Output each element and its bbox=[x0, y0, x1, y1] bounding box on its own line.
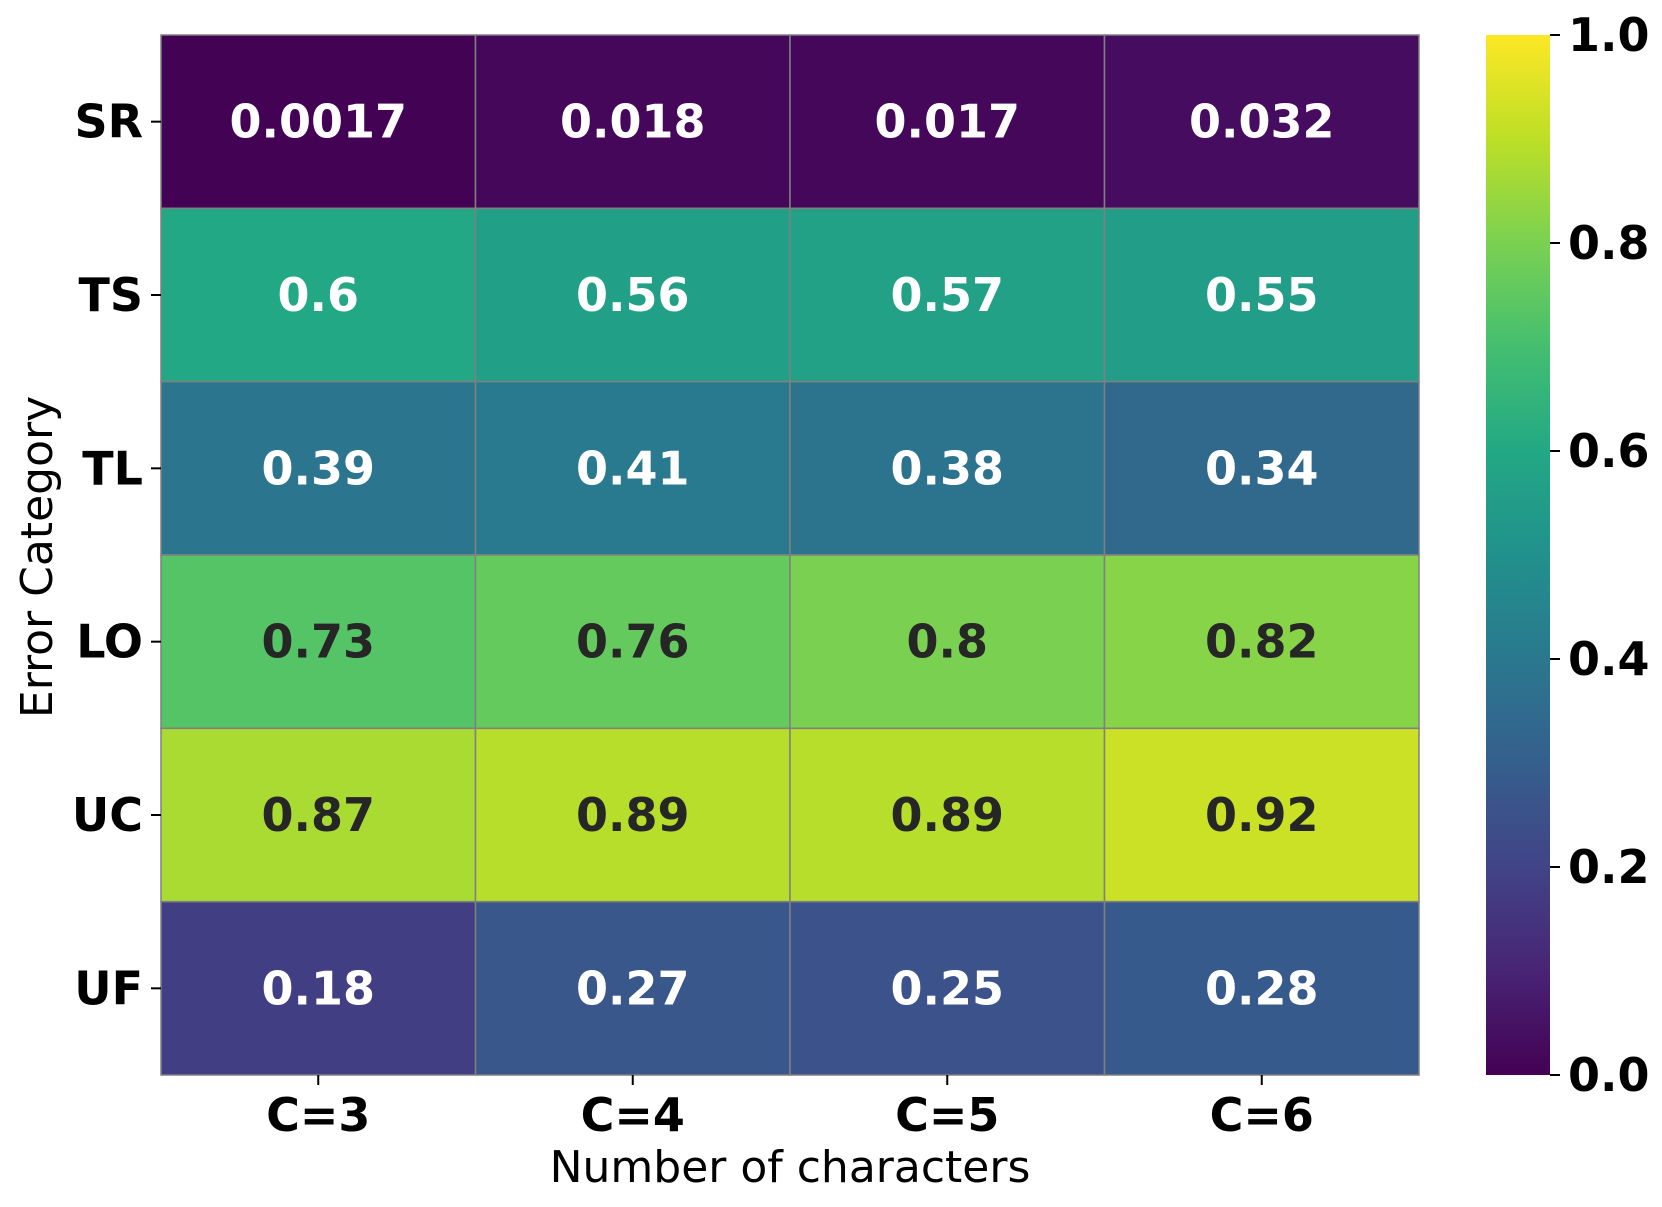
x-tick-label: C=6 bbox=[1210, 1088, 1314, 1142]
heatmap-cell bbox=[1103, 34, 1420, 210]
heatmap-cell bbox=[160, 34, 477, 210]
cell-value-label: 0.18 bbox=[262, 961, 376, 1015]
cell-value-label: 0.56 bbox=[576, 268, 690, 322]
heatmap-cell bbox=[1103, 554, 1420, 730]
y-tick-label: LO bbox=[76, 615, 143, 669]
colorbar-tick-label: 0.6 bbox=[1568, 424, 1650, 478]
heatmap-cell bbox=[474, 207, 791, 383]
cell-value-label: 0.89 bbox=[576, 788, 690, 842]
heatmap-cell bbox=[1103, 727, 1420, 903]
heatmap-cell bbox=[474, 727, 791, 903]
x-tick-label: C=3 bbox=[266, 1088, 370, 1142]
cell-value-label: 0.76 bbox=[576, 615, 690, 669]
heatmap-cell bbox=[1103, 380, 1420, 556]
cell-value-label: 0.0017 bbox=[229, 95, 407, 149]
colorbar: 0.0 0.2 0.4 0.6 0.8 1.0 bbox=[1486, 8, 1650, 1102]
cell-value-label: 0.89 bbox=[891, 788, 1005, 842]
cell-value-label: 0.032 bbox=[1189, 95, 1335, 149]
heatmap-cell bbox=[789, 554, 1106, 730]
cell-value-label: 0.57 bbox=[891, 268, 1005, 322]
cell-value-label: 0.8 bbox=[907, 615, 989, 669]
colorbar-tick-label: 0.4 bbox=[1568, 632, 1650, 686]
heatmap-annotations: 0.0017 0.018 0.017 0.032 0.6 0.56 0.57 0.55 0.39… bbox=[229, 95, 1334, 1016]
cell-value-label: 0.25 bbox=[891, 961, 1005, 1015]
colorbar-gradient bbox=[1486, 35, 1550, 1075]
y-axis-title: Error Category bbox=[12, 396, 63, 718]
cell-value-label: 0.41 bbox=[576, 441, 690, 495]
y-tick-label: UC bbox=[72, 788, 143, 842]
y-axis: SR TS TL LO UC UF bbox=[72, 95, 161, 1015]
cell-value-label: 0.34 bbox=[1205, 441, 1319, 495]
y-tick-label: UF bbox=[74, 961, 143, 1015]
heatmap-cell bbox=[160, 554, 477, 730]
cell-value-label: 0.38 bbox=[891, 441, 1005, 495]
heatmap-cell bbox=[789, 34, 1106, 210]
y-tick-label: TL bbox=[82, 441, 143, 495]
heatmap-cell bbox=[789, 900, 1106, 1076]
y-tick-label: TS bbox=[78, 268, 143, 322]
cell-value-label: 0.92 bbox=[1205, 788, 1319, 842]
heatmap-cell bbox=[1103, 207, 1420, 383]
cell-value-label: 0.39 bbox=[262, 441, 376, 495]
heatmap-cell bbox=[474, 34, 791, 210]
heatmap-cell bbox=[160, 207, 477, 383]
y-tick-label: SR bbox=[74, 95, 143, 149]
cell-value-label: 0.6 bbox=[278, 268, 360, 322]
heatmap-cell bbox=[160, 900, 477, 1076]
cell-value-label: 0.27 bbox=[576, 961, 690, 1015]
cell-value-label: 0.28 bbox=[1205, 961, 1319, 1015]
cell-value-label: 0.82 bbox=[1205, 615, 1319, 669]
heatmap-cells bbox=[160, 34, 1420, 1076]
colorbar-tick-label: 0.0 bbox=[1568, 1048, 1650, 1102]
heatmap-cell bbox=[474, 900, 791, 1076]
cell-value-label: 0.87 bbox=[262, 788, 376, 842]
colorbar-tick-label: 0.8 bbox=[1568, 216, 1650, 270]
x-axis: C=3 C=4 C=5 C=6 bbox=[266, 1075, 1314, 1142]
x-tick-label: C=4 bbox=[581, 1088, 685, 1142]
heatmap-cell bbox=[789, 207, 1106, 383]
x-tick-label: C=5 bbox=[895, 1088, 999, 1142]
heatmap-cell bbox=[789, 727, 1106, 903]
colorbar-tick-label: 0.2 bbox=[1568, 840, 1650, 894]
x-axis-title: Number of characters bbox=[550, 1142, 1031, 1193]
heatmap-cell bbox=[474, 554, 791, 730]
heatmap-cell bbox=[1103, 900, 1420, 1076]
cell-value-label: 0.017 bbox=[874, 95, 1020, 149]
cell-value-label: 0.018 bbox=[560, 95, 706, 149]
colorbar-tick-label: 1.0 bbox=[1568, 8, 1650, 62]
cell-value-label: 0.55 bbox=[1205, 268, 1319, 322]
heatmap-cell bbox=[474, 380, 791, 556]
heatmap-cell bbox=[160, 727, 477, 903]
cell-value-label: 0.73 bbox=[262, 615, 376, 669]
